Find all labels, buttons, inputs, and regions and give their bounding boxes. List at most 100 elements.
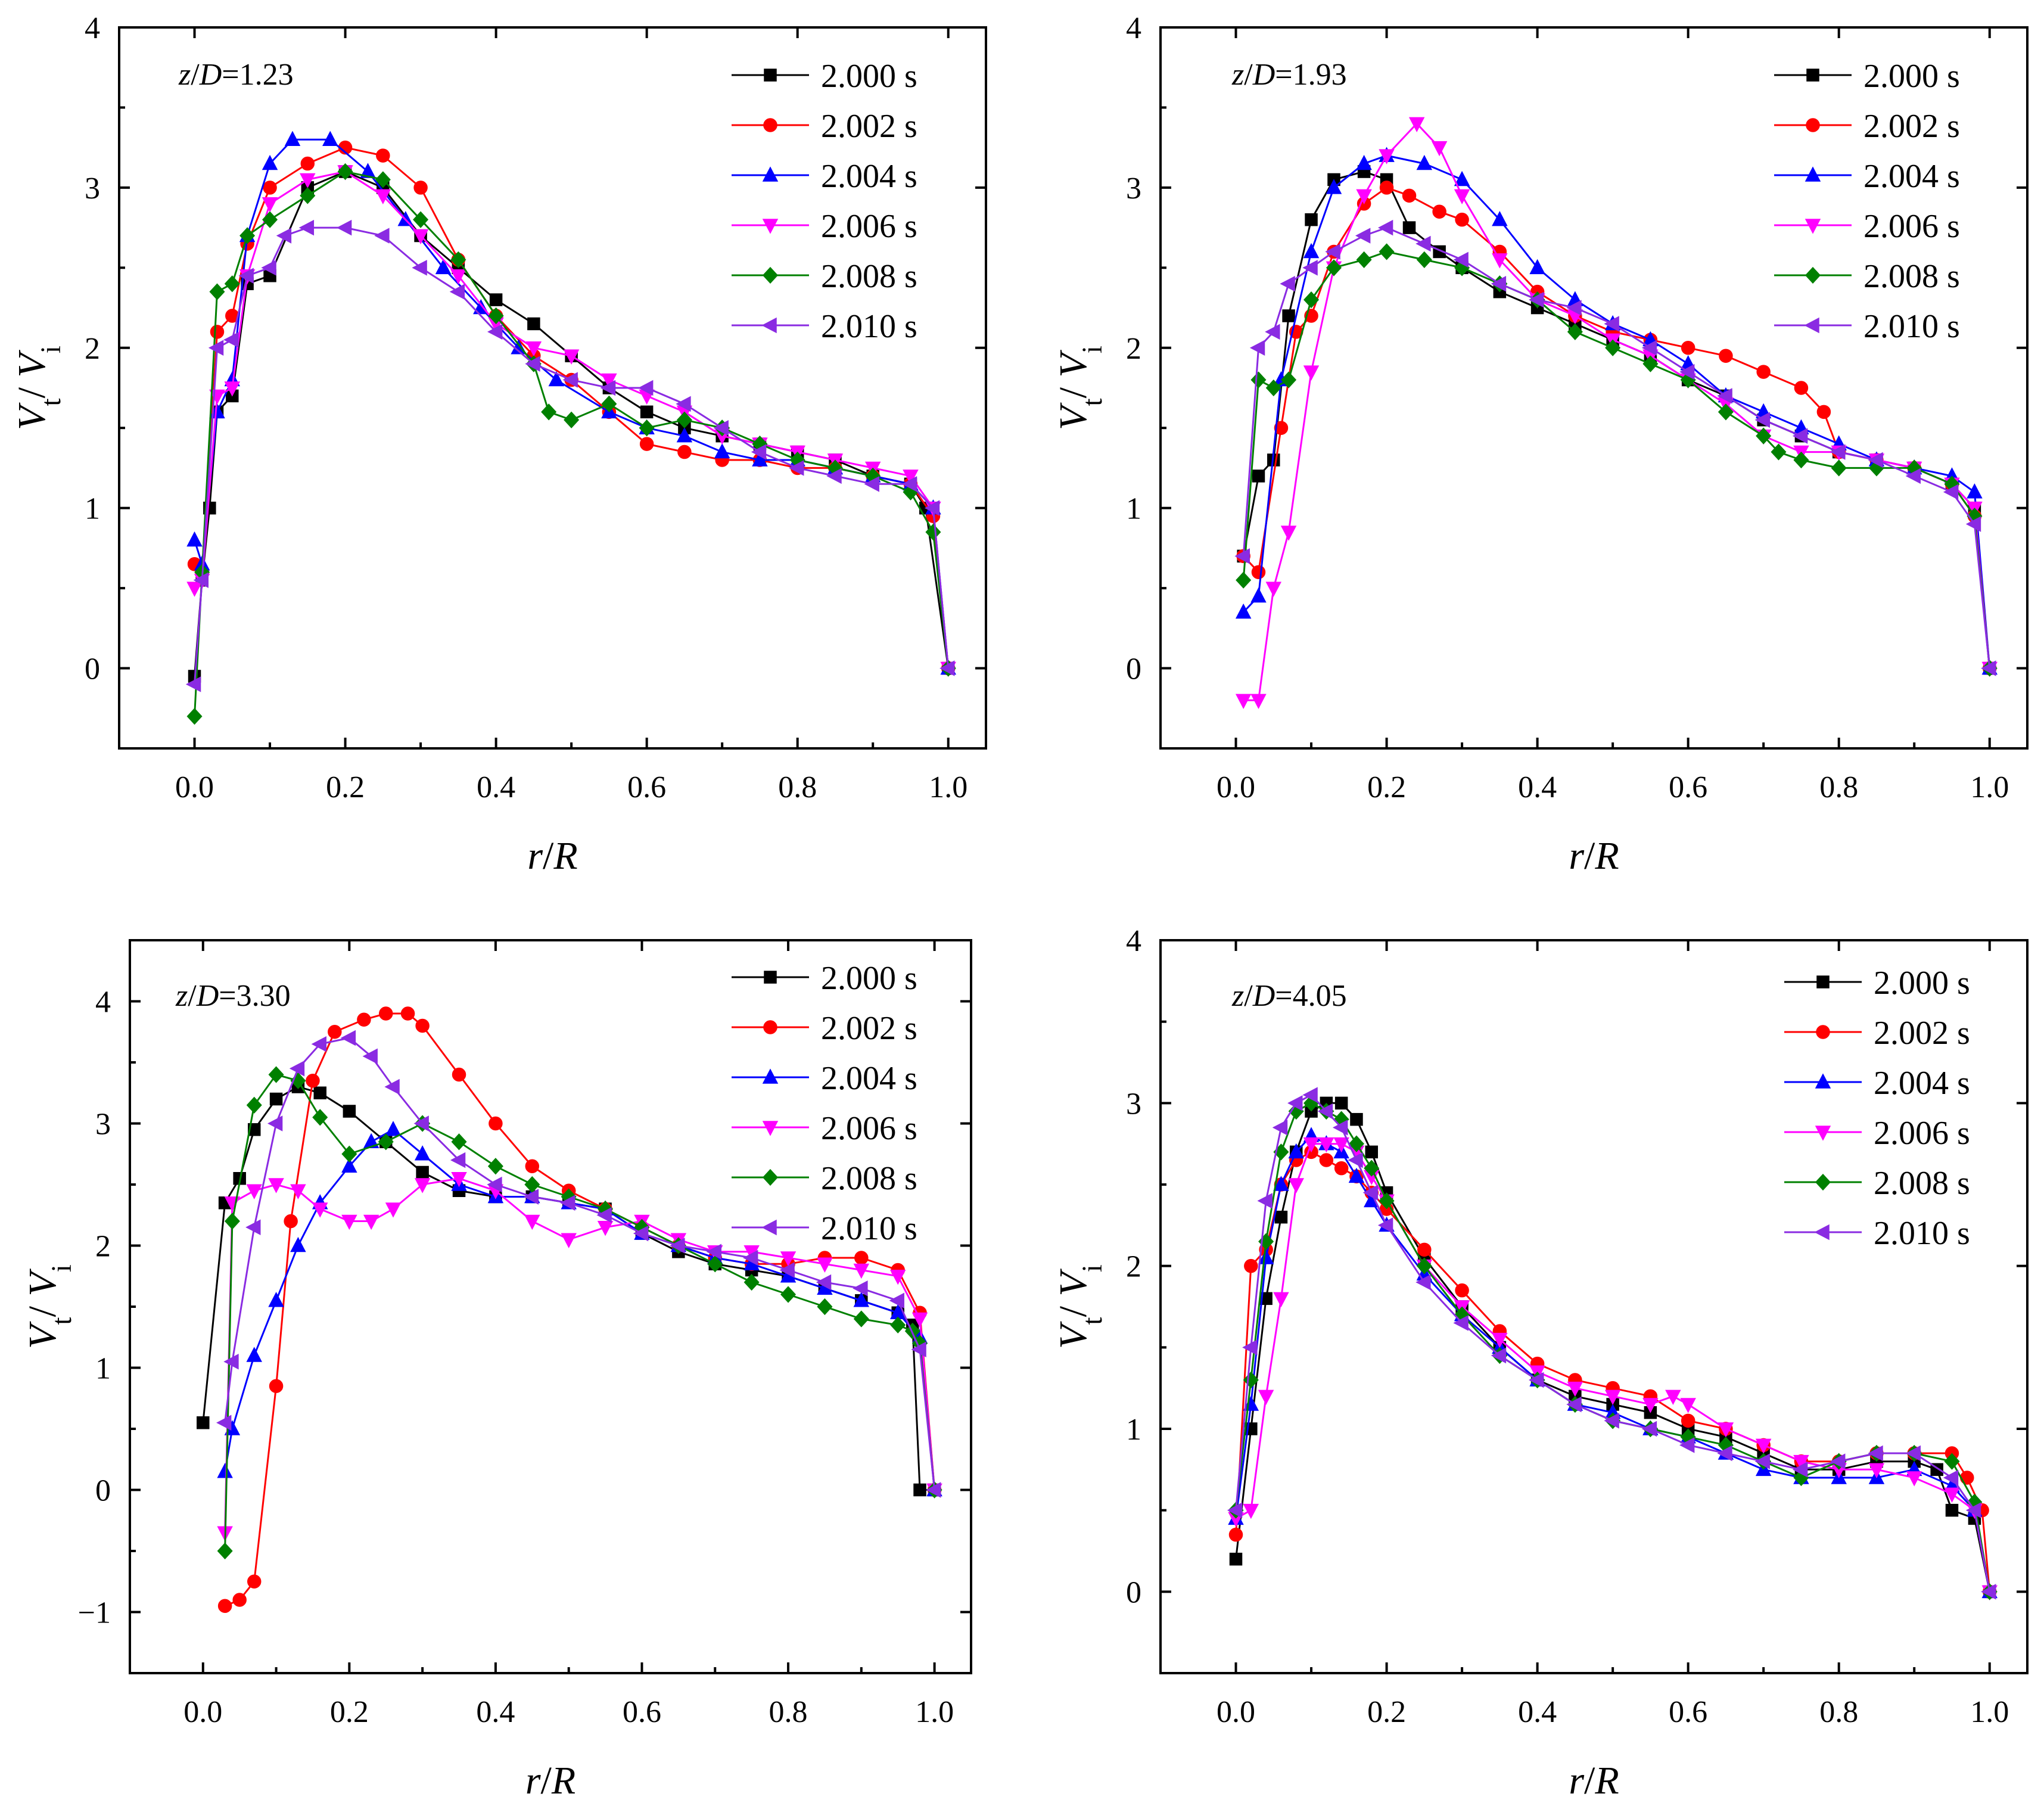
data-point: [1965, 516, 1981, 532]
data-point: [1944, 1487, 1960, 1503]
y-tick-label: 1: [1126, 1413, 1141, 1447]
data-point: [374, 228, 390, 244]
data-point: [210, 325, 225, 339]
data-point: [1242, 1339, 1258, 1356]
data-point: [1454, 189, 1470, 204]
data-point: [1303, 291, 1320, 309]
data-point: [1288, 1143, 1304, 1159]
x-tick-label: 0.0: [1217, 770, 1255, 804]
y-tick-label: 3: [85, 172, 100, 206]
data-point: [313, 1086, 326, 1099]
legend-item: 2.002 s: [732, 1010, 917, 1047]
legend-marker: [764, 69, 777, 82]
legend-label: 2.002 s: [821, 108, 917, 145]
y-tick-label: 1: [95, 1352, 111, 1386]
legend: 2.000 s 2.002 s 2.004 s 2.006 s 2.008 s 2.010…: [732, 960, 917, 1247]
data-point: [1364, 1160, 1380, 1177]
legend-item: 2.010 s: [732, 308, 917, 345]
legend-item: 2.004 s: [732, 1060, 917, 1097]
data-point: [1303, 1137, 1320, 1153]
legend-item: 2.002 s: [1784, 1015, 1970, 1052]
data-point: [1665, 1390, 1681, 1405]
data-point: [246, 1347, 262, 1362]
data-point: [1258, 1249, 1274, 1264]
data-point: [247, 1123, 261, 1136]
data-point: [1566, 1396, 1582, 1413]
data-point: [853, 1280, 868, 1297]
legend-item: 2.006 s: [732, 208, 917, 245]
data-point: [186, 531, 203, 547]
data-point: [1793, 1454, 1809, 1471]
data-point: [311, 1036, 326, 1052]
data-point: [357, 1012, 371, 1027]
x-tick-label: 0.4: [1518, 770, 1557, 804]
data-point: [1415, 235, 1431, 252]
data-point: [1943, 484, 1959, 501]
data-point: [1455, 212, 1469, 227]
legend-label: 2.004 s: [821, 1060, 917, 1097]
plot-frame: [118, 26, 987, 750]
data-point: [1235, 694, 1252, 709]
data-point: [269, 1092, 283, 1106]
data-point: [1816, 405, 1831, 419]
data-point: [343, 1105, 356, 1118]
data-point: [1868, 1445, 1883, 1462]
data-point: [639, 419, 655, 437]
data-point: [306, 1074, 320, 1088]
data-point: [312, 1202, 328, 1218]
data-point: [525, 341, 542, 357]
plot-frame: [1159, 26, 2029, 750]
data-point: [1350, 1112, 1363, 1126]
x-tick-label: 0.2: [1367, 1695, 1406, 1729]
data-point: [1333, 1137, 1349, 1153]
data-point: [276, 228, 292, 244]
data-point: [341, 1157, 357, 1173]
data-point: [415, 1018, 430, 1033]
chart-panel-2: 0.0 0.2 0.4 0.6 0.8 1.0 0 1 2 3 4 r/R Vt/ Vi z/D=1.93…: [1051, 11, 2029, 878]
legend-label: 2.000 s: [1863, 58, 1960, 95]
data-point: [743, 1249, 758, 1266]
data-point: [340, 1030, 356, 1046]
data-point: [1793, 451, 1809, 469]
x-tick-label: 0.0: [1217, 1695, 1255, 1729]
data-point: [1492, 1332, 1508, 1348]
data-point: [751, 444, 767, 460]
data-point: [262, 211, 278, 228]
data-point: [1567, 1381, 1583, 1397]
legend-marker: [762, 166, 779, 182]
legend-marker: [1805, 166, 1821, 182]
y-tick-label: −1: [78, 1596, 111, 1630]
data-point: [413, 211, 429, 228]
data-point: [1280, 526, 1297, 541]
series-2-010-s: [1227, 1087, 1996, 1600]
y-tick-label: 4: [95, 986, 111, 1019]
data-point: [1945, 1503, 1959, 1517]
data-point: [1258, 1390, 1274, 1405]
data-point: [300, 187, 316, 204]
legend-label: 2.004 s: [1863, 158, 1960, 195]
data-point: [889, 1270, 906, 1285]
legend-item: 2.006 s: [732, 1110, 917, 1147]
data-point: [713, 419, 729, 436]
data-point: [1792, 428, 1808, 444]
legend-marker: [1806, 118, 1820, 132]
data-point: [1236, 571, 1252, 589]
data-point: [246, 1096, 262, 1114]
legend-marker: [1805, 266, 1821, 284]
legend-label: 2.010 s: [1874, 1215, 1970, 1252]
data-point: [413, 1115, 429, 1132]
legend-marker: [761, 317, 777, 334]
data-point: [817, 1257, 833, 1273]
legend-label: 2.008 s: [821, 258, 917, 295]
data-point: [541, 403, 557, 421]
data-point: [487, 1176, 502, 1193]
data-point: [1274, 421, 1289, 435]
data-point: [1718, 1422, 1734, 1438]
data-point: [524, 1214, 540, 1230]
data-point: [341, 1214, 357, 1230]
data-point: [1718, 403, 1734, 421]
data-point: [597, 1221, 614, 1236]
data-point: [414, 1145, 431, 1161]
data-point: [216, 1415, 232, 1431]
legend: 2.000 s 2.002 s 2.004 s 2.006 s 2.008 s 2.010…: [1784, 965, 1970, 1252]
